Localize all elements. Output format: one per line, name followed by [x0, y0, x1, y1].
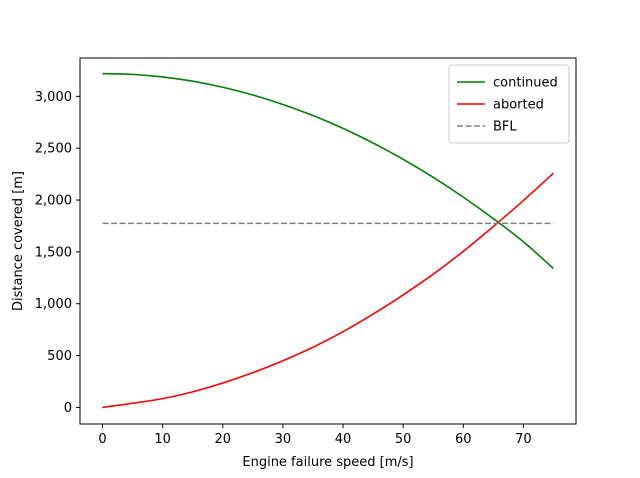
x-tick-label: 40 [335, 432, 352, 447]
y-tick-label: 2,000 [35, 194, 72, 209]
y-tick-label: 2,500 [35, 142, 72, 157]
plot-lines [102, 72, 554, 409]
y-tick-label: 3,000 [35, 90, 72, 105]
x-tick-label: 30 [275, 432, 292, 447]
y-axis-label: Distance covered [m] [11, 171, 26, 311]
legend-label: aborted [493, 98, 544, 113]
x-tick-label: 10 [154, 432, 171, 447]
x-axis-label: Engine failure speed [m/s] [242, 455, 413, 470]
x-tick-label: 0 [98, 432, 106, 447]
legend-label: continued [493, 76, 558, 91]
series-line-aborted [102, 172, 554, 409]
x-tick-label: 70 [515, 432, 532, 447]
y-tick-label: 0 [64, 401, 72, 416]
series-line-continued [102, 72, 554, 270]
y-tick-label: 1,500 [35, 245, 72, 260]
legend: continued aborted BFL [448, 64, 570, 144]
legend-label: BFL [493, 120, 517, 135]
x-tick-label: 60 [455, 432, 472, 447]
x-tick-label: 20 [215, 432, 232, 447]
plot-frame [79, 57, 577, 425]
legend-box [448, 64, 570, 144]
y-axis: 0 500 1,000 1,500 2,000 2,500 3,000 [35, 90, 80, 416]
y-tick-label: 1,000 [35, 297, 72, 312]
x-tick-label: 50 [395, 432, 412, 447]
x-axis: 0 10 20 30 40 50 60 70 [98, 424, 532, 447]
y-tick-label: 500 [47, 349, 72, 364]
